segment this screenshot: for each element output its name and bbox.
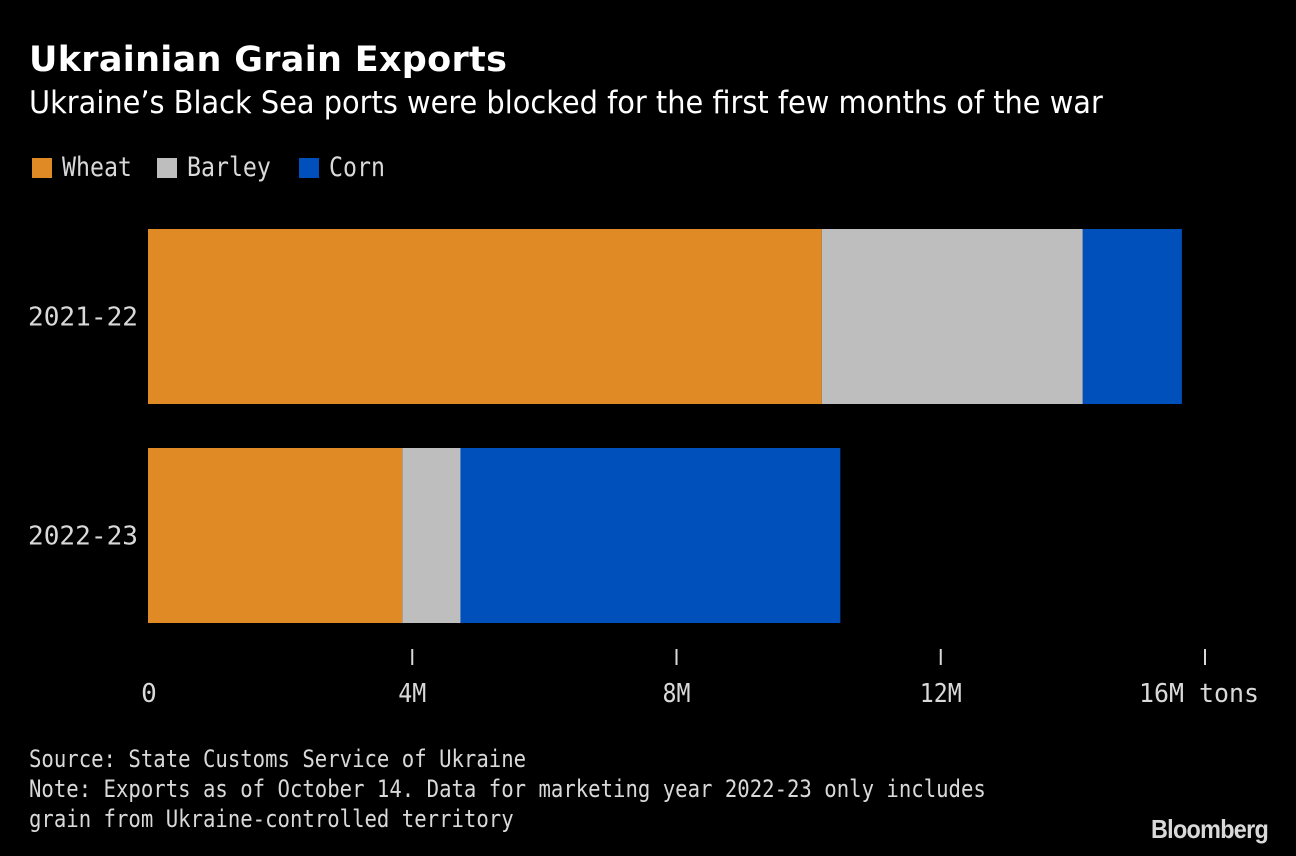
footer-notes: Source: State Customs Service of Ukraine… (29, 744, 986, 834)
x-tick-label: 0 (141, 679, 157, 709)
category-label-2022-23: 2022-23 (28, 522, 138, 552)
category-label-2021-22: 2021-22 (28, 303, 138, 333)
legend: Wheat Barley Corn (32, 152, 408, 183)
legend-item-wheat: Wheat (32, 152, 135, 183)
bar-barley-2022-23 (402, 448, 461, 623)
category-labels: 2021-22 2022-23 (28, 303, 138, 552)
legend-swatch-corn (298, 157, 319, 178)
legend-label-barley: Barley (187, 152, 272, 183)
bar-barley-2021-22 (821, 229, 1083, 404)
x-tick-label: 8M (663, 679, 691, 709)
bar-corn-2021-22 (1082, 229, 1182, 404)
bar-corn-2022-23 (460, 448, 841, 623)
source-text: Source: State Customs Service of Ukraine (29, 745, 527, 773)
note-text-line2: grain from Ukraine-controlled territory (29, 805, 514, 833)
bar-wheat-2021-22 (148, 229, 822, 404)
legend-label-wheat: Wheat (62, 152, 132, 183)
x-tick-label: 12M (920, 679, 962, 709)
legend-item-corn: Corn (298, 152, 386, 183)
legend-swatch-wheat (32, 157, 52, 178)
chart-title: Ukrainian Grain Exports (29, 40, 508, 80)
bloomberg-logo: Bloomberg (1150, 814, 1269, 844)
x-axis: 0 4M 8M 12M 16M tons (141, 649, 1259, 709)
chart-subtitle: Ukraine’s Black Sea ports were blocked f… (29, 85, 1103, 121)
x-tick-label: 4M (398, 679, 426, 709)
x-tick-label: 16M tons (1139, 679, 1259, 709)
bars-group (148, 229, 1182, 623)
bar-wheat-2022-23 (148, 448, 403, 623)
legend-label-corn: Corn (328, 152, 385, 183)
legend-item-barley: Barley (157, 152, 277, 183)
note-text-line1: Note: Exports as of October 14. Data for… (29, 775, 986, 803)
legend-swatch-barley (157, 157, 178, 178)
